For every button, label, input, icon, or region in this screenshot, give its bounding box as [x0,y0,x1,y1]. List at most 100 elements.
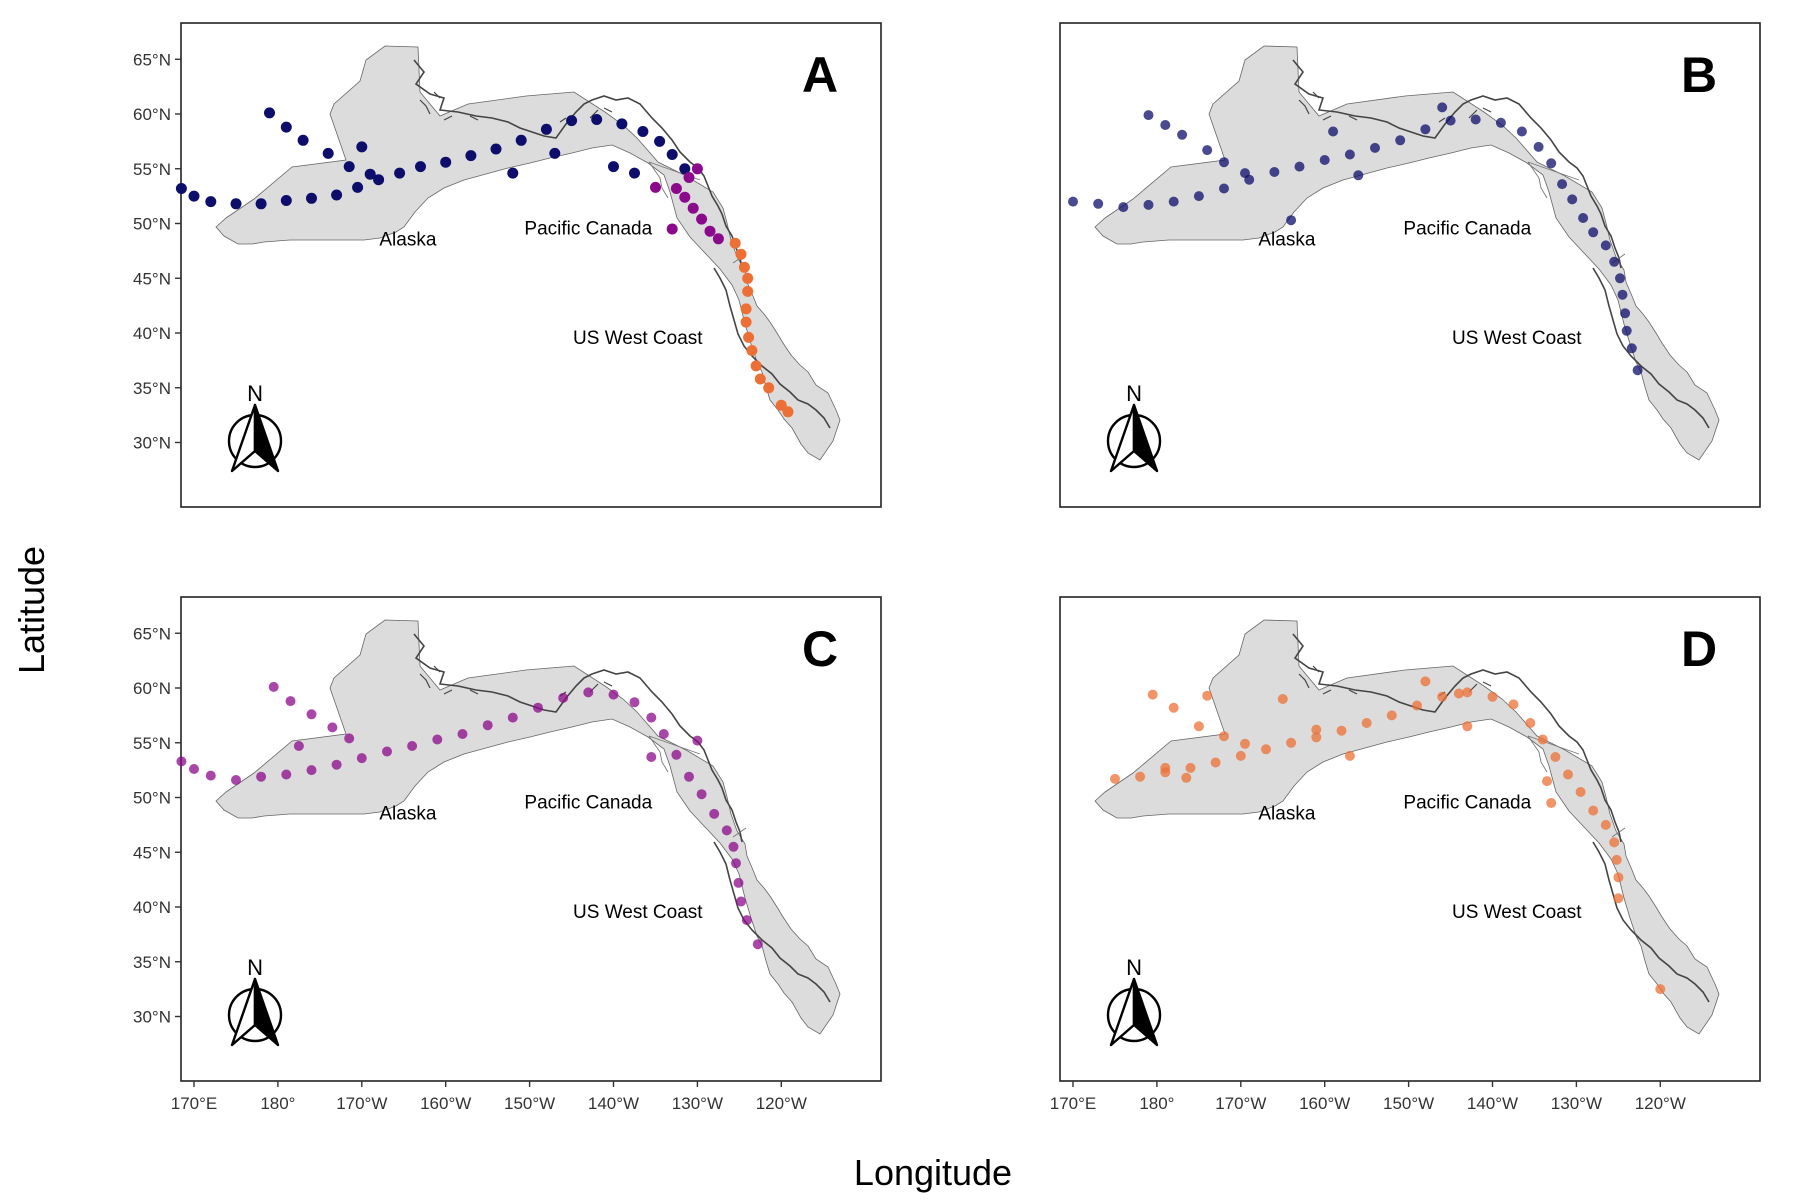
data-point [687,202,699,214]
data-point [1328,126,1339,137]
data-point [1420,676,1431,687]
y-tick-label: 40°N [133,324,171,343]
data-point [1508,699,1519,710]
data-point [352,181,364,193]
x-axis-title: Longitude [854,1152,1012,1193]
data-point [285,696,296,707]
region-label-us-west-coast: US West Coast [1452,328,1582,349]
data-point [1525,718,1536,728]
data-point [231,775,241,785]
data-point [1516,126,1527,137]
data-point [608,689,619,700]
data-point [1600,819,1611,830]
x-tick-label: 120°W [1635,1094,1686,1113]
y-axis-title: Latitude [11,546,52,674]
data-point [1550,752,1561,762]
data-point [743,331,755,343]
data-point [205,196,217,208]
x-tick-label: 140°W [588,1094,639,1113]
data-point [696,789,707,800]
data-point [540,123,552,135]
data-point [1420,124,1431,135]
data-point [654,135,666,147]
data-point [679,191,691,203]
y-tick-label: 50°N [133,789,171,808]
data-point [306,765,317,776]
data-point [679,163,691,175]
data-point [1294,161,1305,172]
data-point [1563,769,1573,780]
data-point [344,733,355,744]
data-point [1311,732,1322,743]
x-tick-label: 170°W [1215,1094,1266,1113]
points-layer [1068,102,1643,376]
north-arrow-icon: N [1106,381,1162,473]
data-point [205,770,216,781]
data-point [1462,687,1473,698]
data-point [1613,872,1624,883]
data-point [740,303,752,315]
data-point [1219,731,1229,742]
panel-a: Alaska Pacific Canada US West Coast 65°N… [133,22,882,508]
data-point [683,172,695,183]
data-point [741,915,752,926]
y-axis: 65°N 60°N 55°N 50°N 45°N 40°N 35°N 30°N [133,50,181,453]
data-point [1386,710,1397,721]
data-point [1344,149,1355,160]
data-point [684,771,694,782]
data-point [712,233,724,245]
data-point [671,749,682,760]
data-point [407,741,418,751]
data-point [1613,893,1624,904]
data-point [629,697,640,708]
points-layer [1110,676,1666,995]
data-point [268,681,279,692]
panel-c: Alaska Pacific Canada US West Coast 65°N… [133,596,882,1113]
data-point [432,734,443,745]
data-point [742,285,754,297]
data-point [1202,690,1213,701]
y-tick-label: 55°N [133,734,171,753]
data-point [1567,194,1578,205]
north-label: N [1126,955,1142,980]
data-point [1370,142,1380,153]
panel-label: B [1681,47,1717,103]
data-point [1110,773,1120,784]
data-point [1533,141,1544,152]
data-point [1655,984,1666,995]
y-tick-label: 60°N [133,679,171,698]
data-point [750,360,762,372]
data-point [230,198,242,210]
data-point [1609,256,1620,267]
data-point [740,316,752,328]
panel-b: Alaska Pacific Canada US West Coast N B [1059,22,1761,508]
data-point [1353,170,1364,181]
data-point [515,134,527,146]
data-point [1277,694,1288,704]
data-point [742,272,754,284]
data-point [280,195,292,206]
x-tick-label: 160°W [1299,1094,1350,1113]
x-tick-label: 170°E [171,1094,218,1113]
y-tick-label: 55°N [133,160,171,179]
y-tick-label: 50°N [133,215,171,234]
data-point [666,149,678,160]
data-point [256,771,267,782]
data-point [591,114,603,125]
data-point [1615,273,1625,284]
data-point [297,134,309,146]
data-point [738,261,750,273]
data-point [1578,213,1589,223]
region-label-us-west-coast: US West Coast [1452,902,1582,923]
x-tick-label: 120°W [756,1094,807,1113]
data-point [533,702,543,713]
data-point [658,729,669,739]
data-point [646,752,657,762]
region-label-alaska: Alaska [379,803,436,824]
data-point [281,769,292,780]
data-point [1621,325,1632,336]
data-point [754,373,766,385]
data-point [415,161,426,173]
x-tick-label: 180° [260,1094,295,1113]
